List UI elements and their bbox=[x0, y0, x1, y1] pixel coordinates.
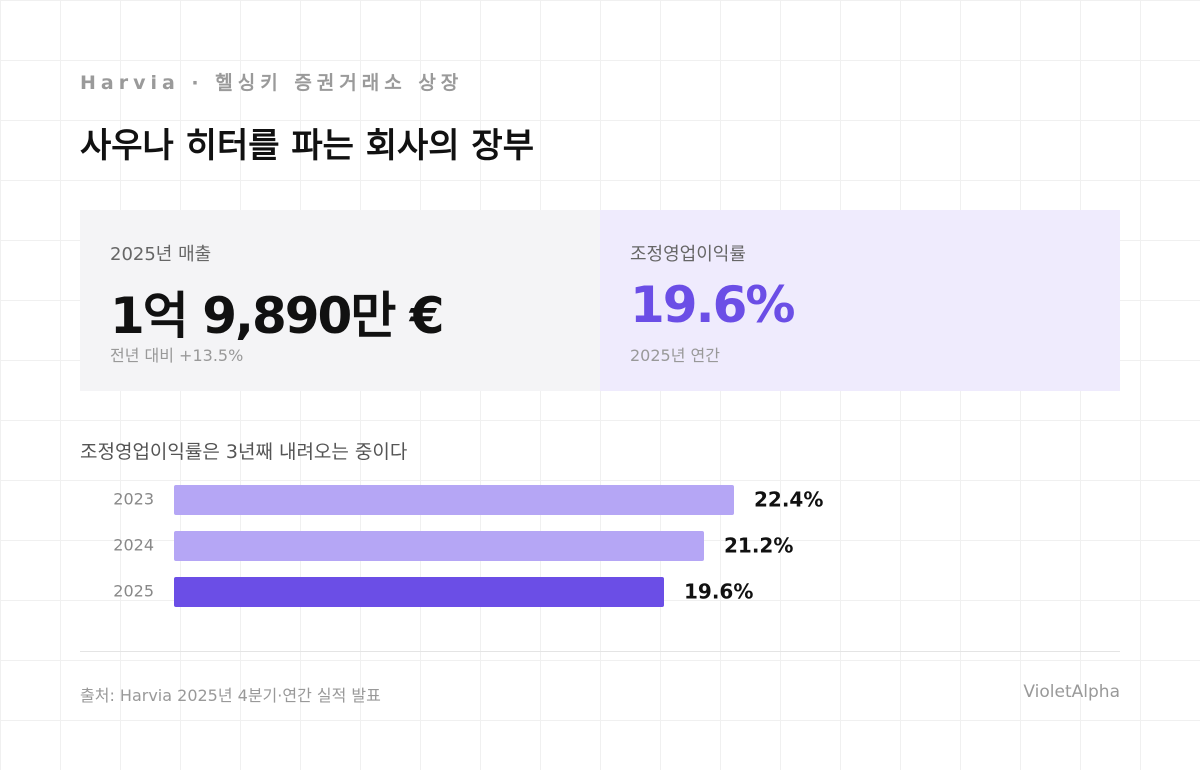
chart: 2023 22.4% 2024 21.2% 2025 19.6% bbox=[113, 485, 823, 607]
y-tick-label: 2025 bbox=[113, 582, 154, 601]
kpi-card: 조정영업이익률 19.6% 2025년 연간 bbox=[600, 210, 1120, 391]
value-label: 22.4% bbox=[754, 488, 823, 512]
bar bbox=[174, 531, 704, 561]
kpi-label: 2025년 매출 bbox=[110, 244, 212, 265]
kpi-value: 19.6% bbox=[630, 276, 795, 334]
brand: VioletAlpha bbox=[1023, 682, 1120, 702]
kpi-note: 2025년 연간 bbox=[630, 346, 720, 365]
kpi-card: 2025년 매출 1억 9,890만 € 전년 대비 +13.5% bbox=[80, 210, 600, 391]
value-label: 19.6% bbox=[684, 580, 753, 604]
kpi-note: 전년 대비 +13.5% bbox=[110, 346, 244, 365]
kpi-value: 1억 9,890만 € bbox=[110, 287, 445, 345]
divider bbox=[80, 651, 1120, 652]
kpi-label: 조정영업이익률 bbox=[630, 244, 746, 265]
bar bbox=[174, 577, 664, 607]
title: 사우나 히터를 파는 회사의 장부 bbox=[80, 126, 534, 166]
bar bbox=[174, 485, 734, 515]
eyebrow: Harvia · 헬싱키 증권거래소 상장 bbox=[80, 72, 464, 94]
chart-title: 조정영업이익률은 3년째 내려오는 중이다 bbox=[80, 441, 408, 463]
y-tick-label: 2024 bbox=[113, 536, 154, 555]
y-tick-label: 2023 bbox=[113, 490, 154, 509]
source: 출처: Harvia 2025년 4분기·연간 실적 발표 bbox=[80, 686, 381, 705]
value-label: 21.2% bbox=[724, 534, 793, 558]
